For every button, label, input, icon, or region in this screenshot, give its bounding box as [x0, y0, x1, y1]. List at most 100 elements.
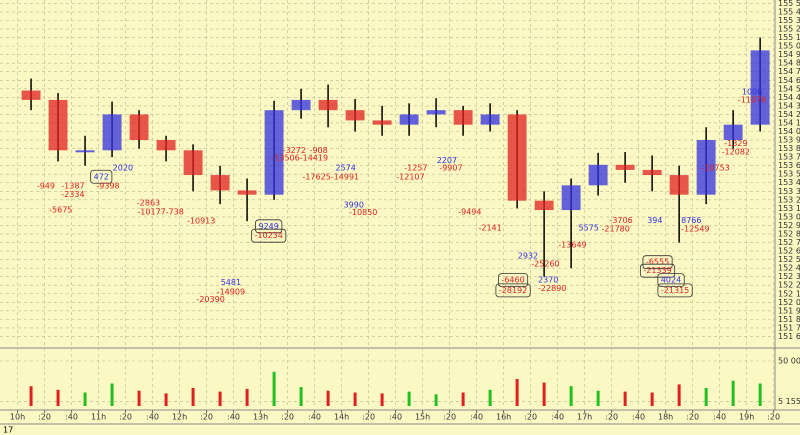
annotation: -17625-14991: [302, 172, 359, 181]
y-tick-label: 152 200: [778, 281, 800, 290]
annotation-box: [90, 169, 113, 184]
candle-body: [264, 110, 284, 195]
annotation-box: [498, 273, 529, 287]
candle-body: [102, 114, 122, 151]
annotation: -3706: [609, 216, 632, 225]
x-tick-label: :40: [227, 413, 240, 422]
volume-bar: [137, 390, 141, 406]
volume-bar: [83, 392, 87, 406]
volume-tick-label: 5 155: [778, 397, 800, 406]
annotation: -10753: [701, 164, 729, 173]
candle-body: [129, 114, 149, 141]
annotation: 2370: [538, 276, 558, 285]
annotation: 472: [94, 172, 109, 181]
candle-body: [75, 150, 95, 153]
y-tick-label: 154 900: [778, 50, 800, 59]
annotation: -28192: [499, 286, 527, 295]
candle-body: [345, 110, 365, 121]
x-tick-label: :40: [551, 413, 564, 422]
y-tick-label: 154 000: [778, 127, 800, 136]
annotation: -20390: [196, 295, 224, 304]
volume-bar: [353, 392, 357, 406]
volume-bar: [758, 383, 762, 406]
x-tick-label: :40: [146, 413, 159, 422]
annotation: -21780: [602, 224, 630, 233]
volume-bar: [164, 393, 168, 406]
y-tick-label: 151 800: [778, 315, 800, 324]
y-tick-label: 155 200: [778, 25, 800, 34]
annotation: -5675: [49, 206, 72, 215]
annotation: -21339: [643, 266, 671, 275]
y-tick-label: 152 900: [778, 221, 800, 230]
annotation: -11076: [738, 95, 766, 104]
x-tick-label: 15h: [415, 413, 430, 422]
x-tick-label: 17h: [577, 413, 592, 422]
x-tick-label: 14h: [334, 413, 349, 422]
annotation: -22890: [538, 284, 566, 293]
annotation: -9398: [96, 182, 119, 191]
y-tick-label: 153 300: [778, 187, 800, 196]
y-tick-label: 154 800: [778, 59, 800, 68]
volume-bar: [407, 391, 411, 406]
y-tick-label: 153 200: [778, 195, 800, 204]
x-tick-label: 10h: [10, 413, 25, 422]
y-tick-label: 153 400: [778, 178, 800, 187]
y-tick-label: 153 000: [778, 212, 800, 221]
x-tick-label: :20: [362, 413, 375, 422]
annotation: 394: [647, 216, 662, 225]
candle-body: [291, 99, 311, 111]
candle-body: [723, 124, 743, 141]
annotation: -6460: [501, 276, 524, 285]
annotation: 4024: [661, 276, 681, 285]
annotation: 5481: [221, 278, 241, 287]
candle-body: [372, 120, 392, 125]
candle-body: [399, 114, 419, 125]
annotation: 2207: [437, 156, 457, 165]
x-tick-label: :20: [119, 413, 132, 422]
annotation: -6555: [646, 258, 669, 267]
volume-bar: [623, 391, 627, 406]
annotation: 5575: [578, 224, 598, 233]
y-tick-label: 152 800: [778, 229, 800, 238]
volume-bar: [29, 386, 33, 406]
y-tick-label: 153 900: [778, 136, 800, 145]
candle-body: [426, 110, 446, 115]
annotation: -1387: [61, 182, 84, 191]
candle-body: [696, 140, 716, 195]
x-tick-label: :20: [38, 413, 51, 422]
y-tick-label: 155 100: [778, 33, 800, 42]
candle-body: [507, 114, 527, 201]
y-tick-label: 153 800: [778, 144, 800, 153]
y-tick-label: 153 100: [778, 204, 800, 213]
annotation: 2932: [518, 252, 538, 261]
y-tick-label: 151 600: [778, 332, 800, 341]
annotation: 9249: [259, 222, 279, 231]
volume-bar: [677, 384, 681, 406]
annotation: -14909: [217, 288, 245, 297]
candle-body: [453, 110, 473, 125]
annotation: -10850: [349, 208, 377, 217]
y-tick-label: 152 400: [778, 264, 800, 273]
annotation: -2863: [137, 199, 160, 208]
candle-body: [156, 140, 176, 151]
annotation: 3990: [344, 200, 364, 209]
candle-body: [588, 164, 608, 186]
y-tick-label: 153 600: [778, 161, 800, 170]
y-tick-label: 155 000: [778, 42, 800, 51]
candle-body: [615, 164, 635, 170]
x-tick-label: :20: [524, 413, 537, 422]
annotation: -1329: [724, 139, 747, 148]
y-tick-label: 152 100: [778, 289, 800, 298]
annotation-box: [251, 228, 287, 243]
y-tick-label: 152 700: [778, 238, 800, 247]
candle-body: [48, 99, 68, 151]
x-tick-label: :40: [308, 413, 321, 422]
y-tick-label: 153 500: [778, 170, 800, 179]
annotation-box: [657, 283, 693, 298]
annotation-box: [657, 273, 685, 287]
y-tick-label: 151 700: [778, 323, 800, 332]
y-tick-label: 152 300: [778, 272, 800, 281]
y-tick-label: 155 400: [778, 7, 800, 16]
volume-bar: [326, 390, 330, 406]
annotation: 8766: [681, 216, 701, 225]
